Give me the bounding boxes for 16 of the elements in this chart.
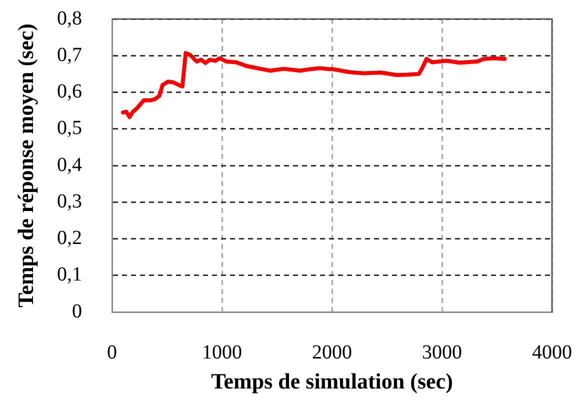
- x-tick-label: 4000: [532, 341, 572, 364]
- x-axis-title: Temps de simulation (sec): [211, 368, 453, 394]
- x-tick-label: 3000: [422, 341, 462, 364]
- x-tick-label: 1000: [202, 341, 242, 364]
- x-tick-label: 0: [107, 341, 117, 364]
- y-tick-label: 0,1: [57, 264, 82, 286]
- y-tick-label: 0,8: [57, 7, 82, 30]
- y-tick-label: 0,7: [57, 44, 82, 66]
- y-tick-label: 0,4: [57, 154, 82, 176]
- y-tick-label: 0,5: [57, 117, 82, 140]
- x-tick-label: 2000: [312, 341, 352, 364]
- y-tick-label: 0,2: [57, 227, 82, 249]
- y-tick-label: 0,6: [57, 80, 82, 102]
- y-tick-label: 0,3: [57, 190, 82, 212]
- y-axis-title: Temps de réponse moyen (sec): [12, 24, 38, 308]
- y-tick-label: 0: [72, 300, 82, 322]
